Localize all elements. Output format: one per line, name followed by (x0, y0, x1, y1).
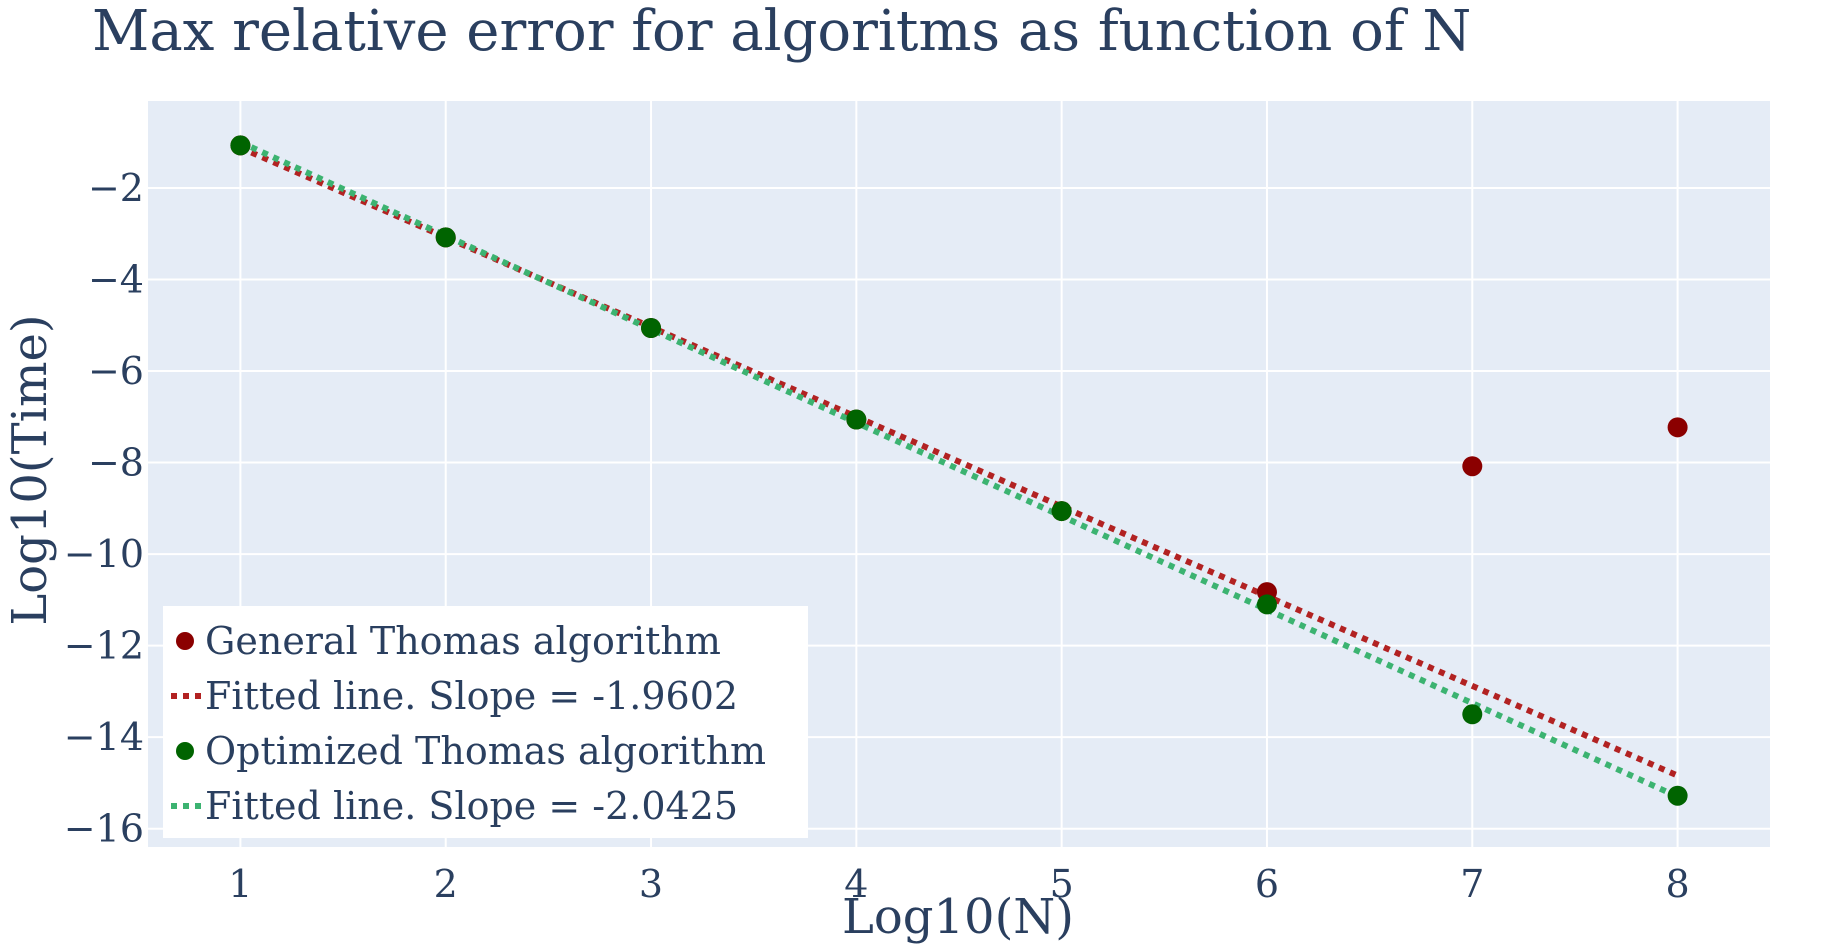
chart-title: Max relative error for algoritms as func… (92, 0, 1471, 64)
x-tick-label: 5 (1050, 862, 1074, 906)
x-tick-label: 7 (1460, 862, 1484, 906)
legend[interactable]: General Thomas algorithm Fitted line. Slo… (163, 606, 808, 838)
x-tick-label: 3 (639, 862, 663, 906)
y-tick-label: −2 (88, 166, 144, 210)
legend-item-label: Fitted line. Slope = -2.0425 (205, 784, 738, 828)
data-point-series-2 (846, 409, 867, 430)
data-point-series-2 (1462, 704, 1483, 725)
data-point-series-2 (641, 318, 662, 339)
y-tick-label: −10 (64, 532, 144, 576)
data-point-series-2 (1256, 594, 1277, 615)
data-point-series-0 (1667, 417, 1688, 438)
tick-labels: 1 2 3 4 5 6 7 8 −2 −4 −6 −8 −10 −12 −14 −16 (64, 166, 1690, 906)
legend-item-label: General Thomas algorithm (205, 619, 721, 663)
legend-marker-swatch (176, 632, 194, 650)
x-tick-label: 1 (228, 862, 252, 906)
y-axis-title: Log10(Time) (2, 314, 58, 625)
data-point-series-2 (1667, 785, 1688, 806)
legend-item-label: Optimized Thomas algorithm (205, 729, 766, 773)
x-tick-label: 8 (1666, 862, 1690, 906)
x-tick-label: 4 (844, 862, 868, 906)
legend-marker-swatch (176, 742, 194, 760)
y-tick-label: −12 (64, 624, 144, 668)
y-tick-label: −6 (88, 349, 144, 393)
data-point-series-2 (435, 227, 456, 248)
x-axis-title: Log10(N) (842, 889, 1074, 945)
data-point-series-2 (230, 135, 251, 156)
x-tick-label: 6 (1255, 862, 1279, 906)
y-tick-label: −4 (88, 257, 144, 301)
fitted-line-1 (239, 144, 1679, 779)
data-point-series-2 (1051, 501, 1072, 522)
legend-item-label: Fitted line. Slope = -1.9602 (205, 674, 738, 718)
x-tick-label: 2 (434, 862, 458, 906)
data-point-series-0 (1462, 456, 1483, 477)
gridlines (148, 101, 1770, 847)
y-tick-label: −14 (64, 715, 144, 759)
y-tick-label: −8 (88, 441, 144, 485)
y-tick-label: −16 (64, 807, 144, 851)
data-marks (230, 135, 1688, 806)
legend-box (163, 606, 808, 838)
